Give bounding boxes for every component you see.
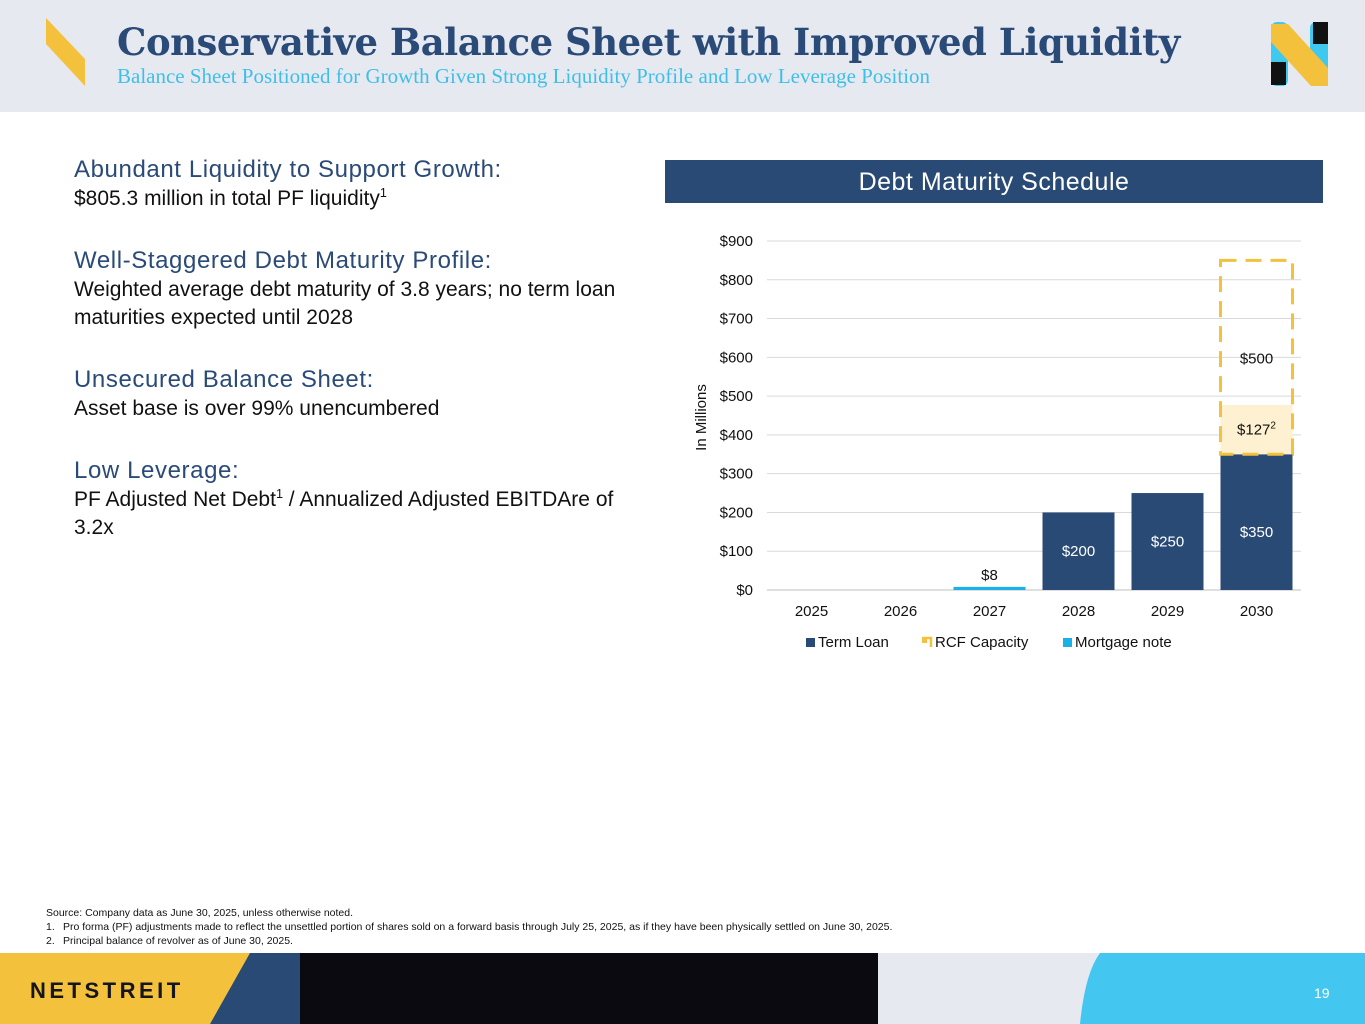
data-label-term-loan: $200 bbox=[1062, 543, 1095, 560]
section-leverage: Low Leverage: PF Adjusted Net Debt1 / An… bbox=[74, 456, 634, 542]
bar-term-loan bbox=[1131, 493, 1204, 590]
y-tick-label: $0 bbox=[736, 582, 753, 599]
y-tick-label: $500 bbox=[720, 388, 753, 405]
y-tick-label: $700 bbox=[720, 311, 753, 328]
legend-label-rcf-capacity: RCF Capacity bbox=[935, 634, 1029, 651]
section-heading: Low Leverage: bbox=[74, 457, 240, 484]
data-label-rcf-drawn: $1272 bbox=[1237, 421, 1276, 439]
legend-label-term-loan: Term Loan bbox=[818, 634, 889, 651]
y-tick-label: $600 bbox=[720, 349, 753, 366]
source-note: Source: Company data as June 30, 2025, u… bbox=[46, 907, 354, 919]
bar-rcf-capacity bbox=[1219, 258, 1294, 456]
footer-band bbox=[0, 953, 1365, 1024]
data-label-mortgage-note: $8 bbox=[981, 567, 998, 584]
x-tick-label: 2029 bbox=[1151, 603, 1184, 620]
x-tick-label: 2025 bbox=[795, 603, 828, 620]
data-label-term-loan: $250 bbox=[1151, 534, 1184, 551]
brand-wordmark: NETSTREIT bbox=[30, 978, 184, 1003]
section-unsecured: Unsecured Balance Sheet: Asset base is o… bbox=[74, 365, 634, 423]
x-tick-label: 2026 bbox=[884, 603, 917, 620]
section-heading: Abundant Liquidity to Support Growth: bbox=[74, 156, 502, 183]
legend-label-mortgage-note: Mortgage note bbox=[1075, 634, 1172, 651]
x-tick-label: 2027 bbox=[973, 603, 1006, 620]
section-body: $805.3 million in total PF liquidity1 bbox=[74, 186, 387, 210]
netstreit-logo-icon bbox=[1271, 22, 1328, 86]
section-heading: Well-Staggered Debt Maturity Profile: bbox=[74, 247, 492, 274]
section-body: Asset base is over 99% unencumbered bbox=[74, 397, 440, 420]
page-subtitle: Balance Sheet Positioned for Growth Give… bbox=[117, 64, 931, 88]
x-tick-label: 2030 bbox=[1240, 603, 1273, 620]
bar-rcf-drawn bbox=[1220, 405, 1293, 455]
section-body: PF Adjusted Net Debt1 / Annualized Adjus… bbox=[74, 487, 614, 539]
y-tick-label: $200 bbox=[720, 504, 753, 521]
debt-maturity-chart: $0 $100 $200 $300 $400 $500 $600 $700 $800 $900 In… bbox=[693, 233, 1301, 651]
y-tick-label: $400 bbox=[720, 427, 753, 444]
y-tick-label: $900 bbox=[720, 233, 753, 250]
x-tick-label: 2028 bbox=[1062, 603, 1095, 620]
header-band bbox=[0, 0, 1365, 112]
footnotes: Source: Company data as June 30, 2025, u… bbox=[46, 906, 892, 948]
legend-swatch-rcf-dot bbox=[922, 638, 927, 643]
page-title: Conservative Balance Sheet with Improved… bbox=[117, 20, 1180, 64]
chart-header: Debt Maturity Schedule bbox=[665, 160, 1323, 203]
y-axis-title: In Millions bbox=[693, 384, 710, 451]
y-tick-label: $800 bbox=[720, 272, 753, 289]
footnote-2: 2. Principal balance of revolver as of Ju… bbox=[46, 935, 293, 947]
bar-term-loan bbox=[1220, 454, 1293, 590]
section-body: Weighted average debt maturity of 3.8 ye… bbox=[74, 278, 616, 329]
y-tick-label: $100 bbox=[720, 543, 753, 560]
section-liquidity: Abundant Liquidity to Support Growth: $8… bbox=[74, 155, 634, 213]
data-label-term-loan: $350 bbox=[1240, 524, 1273, 541]
footnote-1: 1. Pro forma (PF) adjustments made to ref… bbox=[46, 921, 893, 933]
data-label-rcf-capacity: $500 bbox=[1240, 350, 1273, 367]
accent-mark bbox=[46, 18, 85, 86]
page-number: 19 bbox=[1314, 985, 1330, 1001]
legend-swatch-mortgage-note bbox=[1063, 638, 1072, 647]
bar-term-loan bbox=[1042, 512, 1115, 590]
legend-swatch-term-loan bbox=[806, 638, 815, 647]
section-heading: Unsecured Balance Sheet: bbox=[74, 366, 374, 393]
bar-mortgage-note bbox=[953, 586, 1026, 590]
section-debt-maturity: Well-Staggered Debt Maturity Profile: We… bbox=[74, 246, 634, 332]
y-tick-label: $300 bbox=[720, 466, 753, 483]
